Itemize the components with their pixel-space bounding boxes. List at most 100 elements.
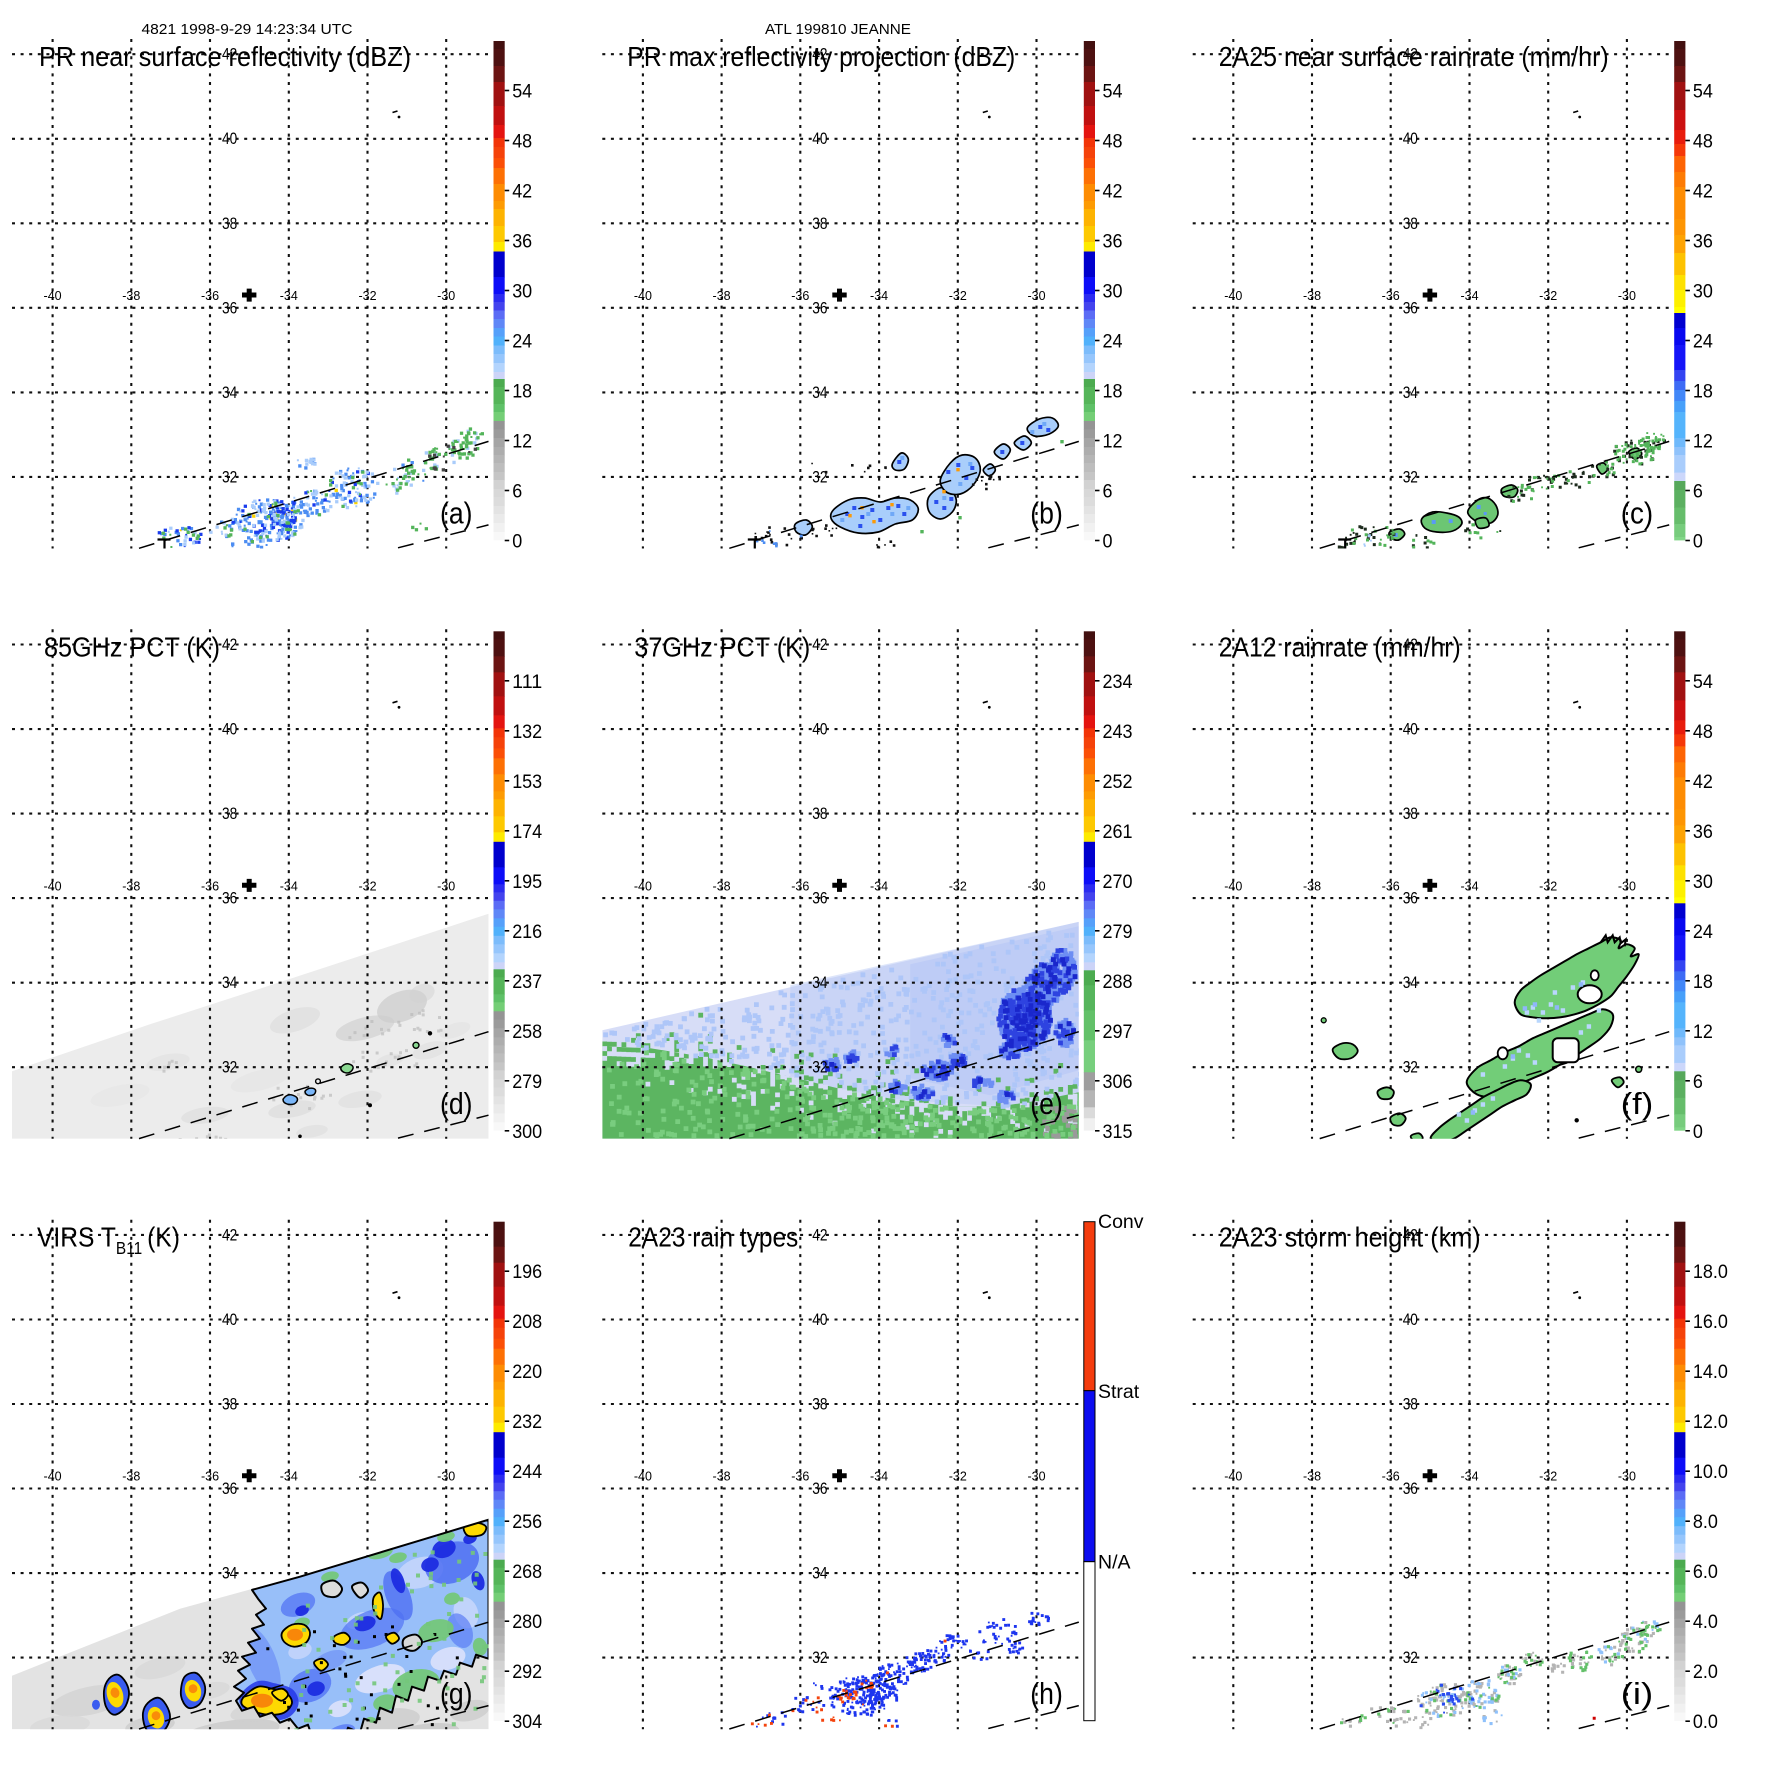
svg-text:-36: -36: [791, 289, 809, 303]
svg-text:-38: -38: [713, 879, 731, 893]
svg-text:36: 36: [1103, 231, 1123, 253]
svg-text:(g): (g): [440, 1676, 473, 1711]
svg-text:-34: -34: [870, 879, 888, 893]
svg-text:38: 38: [1403, 804, 1418, 823]
svg-text:174: 174: [512, 821, 542, 843]
svg-text:Conv: Conv: [1098, 1211, 1144, 1233]
svg-text:-38: -38: [122, 289, 140, 303]
svg-text:6: 6: [1693, 481, 1703, 503]
svg-text:30: 30: [1103, 281, 1123, 303]
svg-text:12.0: 12.0: [1693, 1411, 1728, 1433]
svg-text:16.0: 16.0: [1693, 1311, 1728, 1333]
svg-text:-32: -32: [358, 1470, 376, 1484]
svg-text:(c): (c): [1621, 496, 1654, 531]
svg-text:-30: -30: [437, 1470, 455, 1484]
svg-text:132: 132: [512, 721, 542, 743]
svg-text:34: 34: [812, 973, 827, 992]
svg-text:0: 0: [1103, 531, 1113, 553]
svg-text:38: 38: [222, 804, 237, 823]
svg-text:48: 48: [1693, 721, 1713, 743]
svg-text:36: 36: [512, 231, 532, 253]
svg-text:(b): (b): [1030, 496, 1063, 531]
svg-text:216: 216: [512, 921, 542, 943]
svg-text:-34: -34: [870, 1470, 888, 1484]
svg-text:40: 40: [222, 1310, 237, 1329]
svg-text:42: 42: [812, 635, 827, 654]
svg-text:-40: -40: [44, 1470, 62, 1484]
svg-text:40: 40: [1403, 1310, 1418, 1329]
svg-text:N/A: N/A: [1098, 1552, 1131, 1574]
svg-text:(f): (f): [1621, 1086, 1654, 1121]
svg-text:-40: -40: [1224, 879, 1242, 893]
svg-text:42: 42: [1693, 771, 1713, 793]
svg-text:-38: -38: [713, 1470, 731, 1484]
svg-text:34: 34: [1403, 383, 1418, 402]
svg-text:42: 42: [1403, 45, 1418, 64]
svg-text:42: 42: [222, 635, 237, 654]
svg-text:38: 38: [812, 804, 827, 823]
svg-text:32: 32: [812, 467, 827, 486]
svg-text:42: 42: [812, 1225, 827, 1244]
svg-text:-36: -36: [1382, 879, 1400, 893]
svg-text:42: 42: [1693, 181, 1713, 203]
svg-text:PR near surface reflectivity (: PR near surface reflectivity (dBZ): [39, 41, 411, 72]
svg-text:280: 280: [512, 1611, 542, 1633]
svg-text:-32: -32: [949, 289, 967, 303]
svg-text:38: 38: [812, 214, 827, 233]
svg-text:36: 36: [1693, 231, 1713, 253]
svg-text:-38: -38: [1303, 1470, 1321, 1484]
svg-text:12: 12: [1103, 431, 1123, 453]
svg-text:54: 54: [1103, 81, 1123, 103]
svg-text:42: 42: [222, 1225, 237, 1244]
svg-text:111: 111: [512, 671, 542, 693]
svg-text:153: 153: [512, 771, 542, 793]
svg-text:-40: -40: [634, 289, 652, 303]
svg-text:(i): (i): [1621, 1676, 1654, 1711]
svg-text:34: 34: [1403, 1564, 1418, 1583]
svg-text:-34: -34: [1460, 289, 1478, 303]
svg-text:252: 252: [1103, 771, 1133, 793]
svg-text:54: 54: [512, 81, 532, 103]
svg-text:-40: -40: [44, 879, 62, 893]
svg-text:40: 40: [812, 129, 827, 148]
svg-text:24: 24: [1693, 921, 1713, 943]
svg-text:279: 279: [1103, 921, 1133, 943]
svg-text:-30: -30: [1618, 1470, 1636, 1484]
svg-text:-40: -40: [44, 289, 62, 303]
svg-text:12: 12: [512, 431, 532, 453]
svg-text:-36: -36: [791, 879, 809, 893]
svg-text:-32: -32: [358, 289, 376, 303]
svg-text:18: 18: [1693, 971, 1713, 993]
svg-text:48: 48: [1693, 131, 1713, 153]
svg-text:(e): (e): [1030, 1086, 1063, 1121]
svg-text:279: 279: [512, 1071, 542, 1093]
svg-text:-36: -36: [1382, 289, 1400, 303]
svg-text:36: 36: [222, 889, 237, 908]
svg-text:36: 36: [222, 1479, 237, 1498]
svg-text:-30: -30: [1027, 879, 1045, 893]
svg-text:-38: -38: [713, 289, 731, 303]
svg-text:-32: -32: [949, 879, 967, 893]
svg-text:6.0: 6.0: [1693, 1561, 1718, 1583]
svg-text:38: 38: [1403, 214, 1418, 233]
svg-text:-36: -36: [1382, 1470, 1400, 1484]
svg-text:268: 268: [512, 1561, 542, 1583]
svg-text:ATL 199810 JEANNE: ATL 199810 JEANNE: [765, 22, 911, 38]
svg-text:243: 243: [1103, 721, 1133, 743]
svg-text:-32: -32: [949, 1470, 967, 1484]
svg-text:6: 6: [1693, 1071, 1703, 1093]
svg-text:-34: -34: [870, 289, 888, 303]
svg-text:-38: -38: [122, 1470, 140, 1484]
svg-text:-30: -30: [437, 289, 455, 303]
svg-text:-38: -38: [1303, 289, 1321, 303]
svg-text:-34: -34: [280, 289, 298, 303]
svg-text:Strat: Strat: [1098, 1381, 1140, 1403]
svg-text:4.0: 4.0: [1693, 1611, 1718, 1633]
svg-text:32: 32: [1403, 467, 1418, 486]
svg-text:0: 0: [1693, 531, 1703, 553]
svg-text:48: 48: [1103, 131, 1123, 153]
svg-text:34: 34: [222, 383, 237, 402]
svg-text:258: 258: [512, 1021, 542, 1043]
svg-text:-32: -32: [1539, 289, 1557, 303]
svg-text:34: 34: [222, 973, 237, 992]
